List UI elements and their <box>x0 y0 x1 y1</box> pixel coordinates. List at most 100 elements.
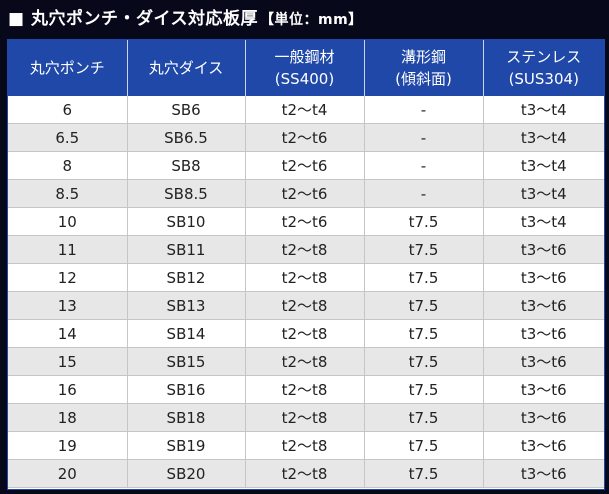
cell-stainless: t3～t6 <box>483 375 604 404</box>
cell-channel-steel: t7.5 <box>364 459 484 488</box>
cell-punch: 20 <box>8 459 128 488</box>
cell-stainless: t3～t6 <box>483 319 604 348</box>
cell-die: SB20 <box>127 459 246 488</box>
cell-punch: 11 <box>8 235 128 264</box>
header-channel-steel: 溝形鋼 (傾斜面) <box>364 40 484 96</box>
cell-general-steel: t2～t8 <box>245 347 365 376</box>
cell-die: SB13 <box>127 291 246 320</box>
cell-general-steel: t2～t4 <box>245 96 365 124</box>
cell-general-steel: t2～t8 <box>245 235 365 264</box>
thickness-table: 丸穴ポンチ 丸穴ダイス 一般鋼材 (SS400) 溝形鋼 (傾斜面) ステンレス… <box>8 40 604 488</box>
cell-punch: 6.5 <box>8 123 128 152</box>
header-label: 丸穴ダイス <box>148 59 224 77</box>
header-label: 一般鋼材 <box>274 48 335 66</box>
cell-punch: 16 <box>8 375 128 404</box>
cell-channel-steel: t7.5 <box>364 291 484 320</box>
cell-punch: 8 <box>8 151 128 180</box>
title-main: ■ 丸穴ポンチ・ダイス対応板厚 <box>8 9 258 29</box>
cell-punch: 13 <box>8 291 128 320</box>
cell-general-steel: t2～t6 <box>245 151 365 180</box>
cell-general-steel: t2～t8 <box>245 375 365 404</box>
cell-stainless: t3～t6 <box>483 431 604 460</box>
table-row: 13 SB13 t2～t8 t7.5 t3～t6 <box>8 291 604 320</box>
cell-channel-steel: t7.5 <box>364 375 484 404</box>
cell-punch: 6 <box>8 96 128 124</box>
cell-die: SB12 <box>127 263 246 292</box>
cell-general-steel: t2～t8 <box>245 403 365 432</box>
header-label: 溝形鋼 <box>400 48 446 66</box>
table-row: 16 SB16 t2～t8 t7.5 t3～t6 <box>8 375 604 404</box>
cell-stainless: t3～t6 <box>483 459 604 488</box>
cell-stainless: t3～t6 <box>483 291 604 320</box>
cell-general-steel: t2～t8 <box>245 319 365 348</box>
cell-stainless: t3～t4 <box>483 96 604 124</box>
cell-punch: 14 <box>8 319 128 348</box>
punch-die-table: 丸穴ポンチ 丸穴ダイス 一般鋼材 (SS400) 溝形鋼 (傾斜面) ステンレス… <box>7 39 605 490</box>
header-round-punch: 丸穴ポンチ <box>8 40 128 96</box>
cell-general-steel: t2～t6 <box>245 123 365 152</box>
table-row: 8 SB8 t2～t6- t3～t4 <box>8 151 604 180</box>
header-sublabel: (SS400) <box>274 70 335 88</box>
cell-stainless: t3～t4 <box>483 207 604 236</box>
cell-general-steel: t2～t8 <box>245 263 365 292</box>
page-title: ■ 丸穴ポンチ・ダイス対応板厚 【単位：mm】 <box>8 4 363 29</box>
cell-stainless: t3～t6 <box>483 235 604 264</box>
header-round-die: 丸穴ダイス <box>127 40 246 96</box>
cell-stainless: t3～t4 <box>483 151 604 180</box>
table-row: 15 SB15 t2～t8 t7.5 t3～t6 <box>8 347 604 376</box>
cell-die: SB10 <box>127 207 246 236</box>
cell-channel-steel: t7.5 <box>364 319 484 348</box>
cell-punch: 19 <box>8 431 128 460</box>
cell-die: SB8.5 <box>127 179 246 208</box>
cell-die: SB18 <box>127 403 246 432</box>
table-row: 20 SB20 t2～t8 t7.5 t3～t6 <box>8 459 604 488</box>
cell-stainless: t3～t6 <box>483 263 604 292</box>
cell-die: SB8 <box>127 151 246 180</box>
header-label: ステンレス <box>506 48 582 66</box>
table-row: 14 SB14 t2～t8 t7.5 t3～t6 <box>8 319 604 348</box>
table-row: 11 SB11 t2～t8 t7.5 t3～t6 <box>8 235 604 264</box>
header-sublabel: (傾斜面) <box>395 70 452 88</box>
table-header-row: 丸穴ポンチ 丸穴ダイス 一般鋼材 (SS400) 溝形鋼 (傾斜面) ステンレス… <box>8 40 604 96</box>
table-row: 6.5 SB6.5 t2～t6- t3～t4 <box>8 123 604 152</box>
table-row: 12 SB12 t2～t8 t7.5 t3～t6 <box>8 263 604 292</box>
cell-punch: 15 <box>8 347 128 376</box>
cell-punch: 12 <box>8 263 128 292</box>
table-row: 19 SB19 t2～t8 t7.5 t3～t6 <box>8 431 604 460</box>
title-unit: 【単位：mm】 <box>259 12 363 28</box>
cell-general-steel: t2～t8 <box>245 459 365 488</box>
table-body: 6 SB6 t2～t4- t3～t4 6.5 SB6.5 t2～t6- t3～t4 8 SB8 t2… <box>8 96 604 488</box>
cell-stainless: t3～t4 <box>483 179 604 208</box>
cell-channel-steel: t7.5 <box>364 347 484 376</box>
cell-stainless: t3～t6 <box>483 347 604 376</box>
cell-channel-steel: - <box>364 123 484 152</box>
table-row: 8.5 SB8.5 t2～t6- t3～t4 <box>8 179 604 208</box>
cell-die: SB15 <box>127 347 246 376</box>
cell-channel-steel: t7.5 <box>364 235 484 264</box>
header-stainless: ステンレス (SUS304) <box>483 40 604 96</box>
cell-channel-steel: - <box>364 96 484 124</box>
cell-general-steel: t2～t6 <box>245 179 365 208</box>
cell-stainless: t3～t6 <box>483 403 604 432</box>
header-general-steel: 一般鋼材 (SS400) <box>245 40 365 96</box>
header-sublabel: (SUS304) <box>508 70 579 88</box>
cell-channel-steel: - <box>364 151 484 180</box>
cell-channel-steel: t7.5 <box>364 207 484 236</box>
table-row: 10 SB10 t2～t6 t7.5 t3～t4 <box>8 207 604 236</box>
cell-punch: 8.5 <box>8 179 128 208</box>
cell-die: SB6.5 <box>127 123 246 152</box>
cell-punch: 18 <box>8 403 128 432</box>
cell-general-steel: t2～t6 <box>245 207 365 236</box>
cell-die: SB6 <box>127 96 246 124</box>
cell-die: SB14 <box>127 319 246 348</box>
header-label: 丸穴ポンチ <box>29 59 105 77</box>
cell-die: SB19 <box>127 431 246 460</box>
cell-general-steel: t2～t8 <box>245 291 365 320</box>
cell-punch: 10 <box>8 207 128 236</box>
cell-channel-steel: t7.5 <box>364 263 484 292</box>
table-row: 6 SB6 t2～t4- t3～t4 <box>8 96 604 124</box>
table-row: 18 SB18 t2～t8 t7.5 t3～t6 <box>8 403 604 432</box>
cell-die: SB16 <box>127 375 246 404</box>
cell-general-steel: t2～t8 <box>245 431 365 460</box>
cell-channel-steel: t7.5 <box>364 403 484 432</box>
